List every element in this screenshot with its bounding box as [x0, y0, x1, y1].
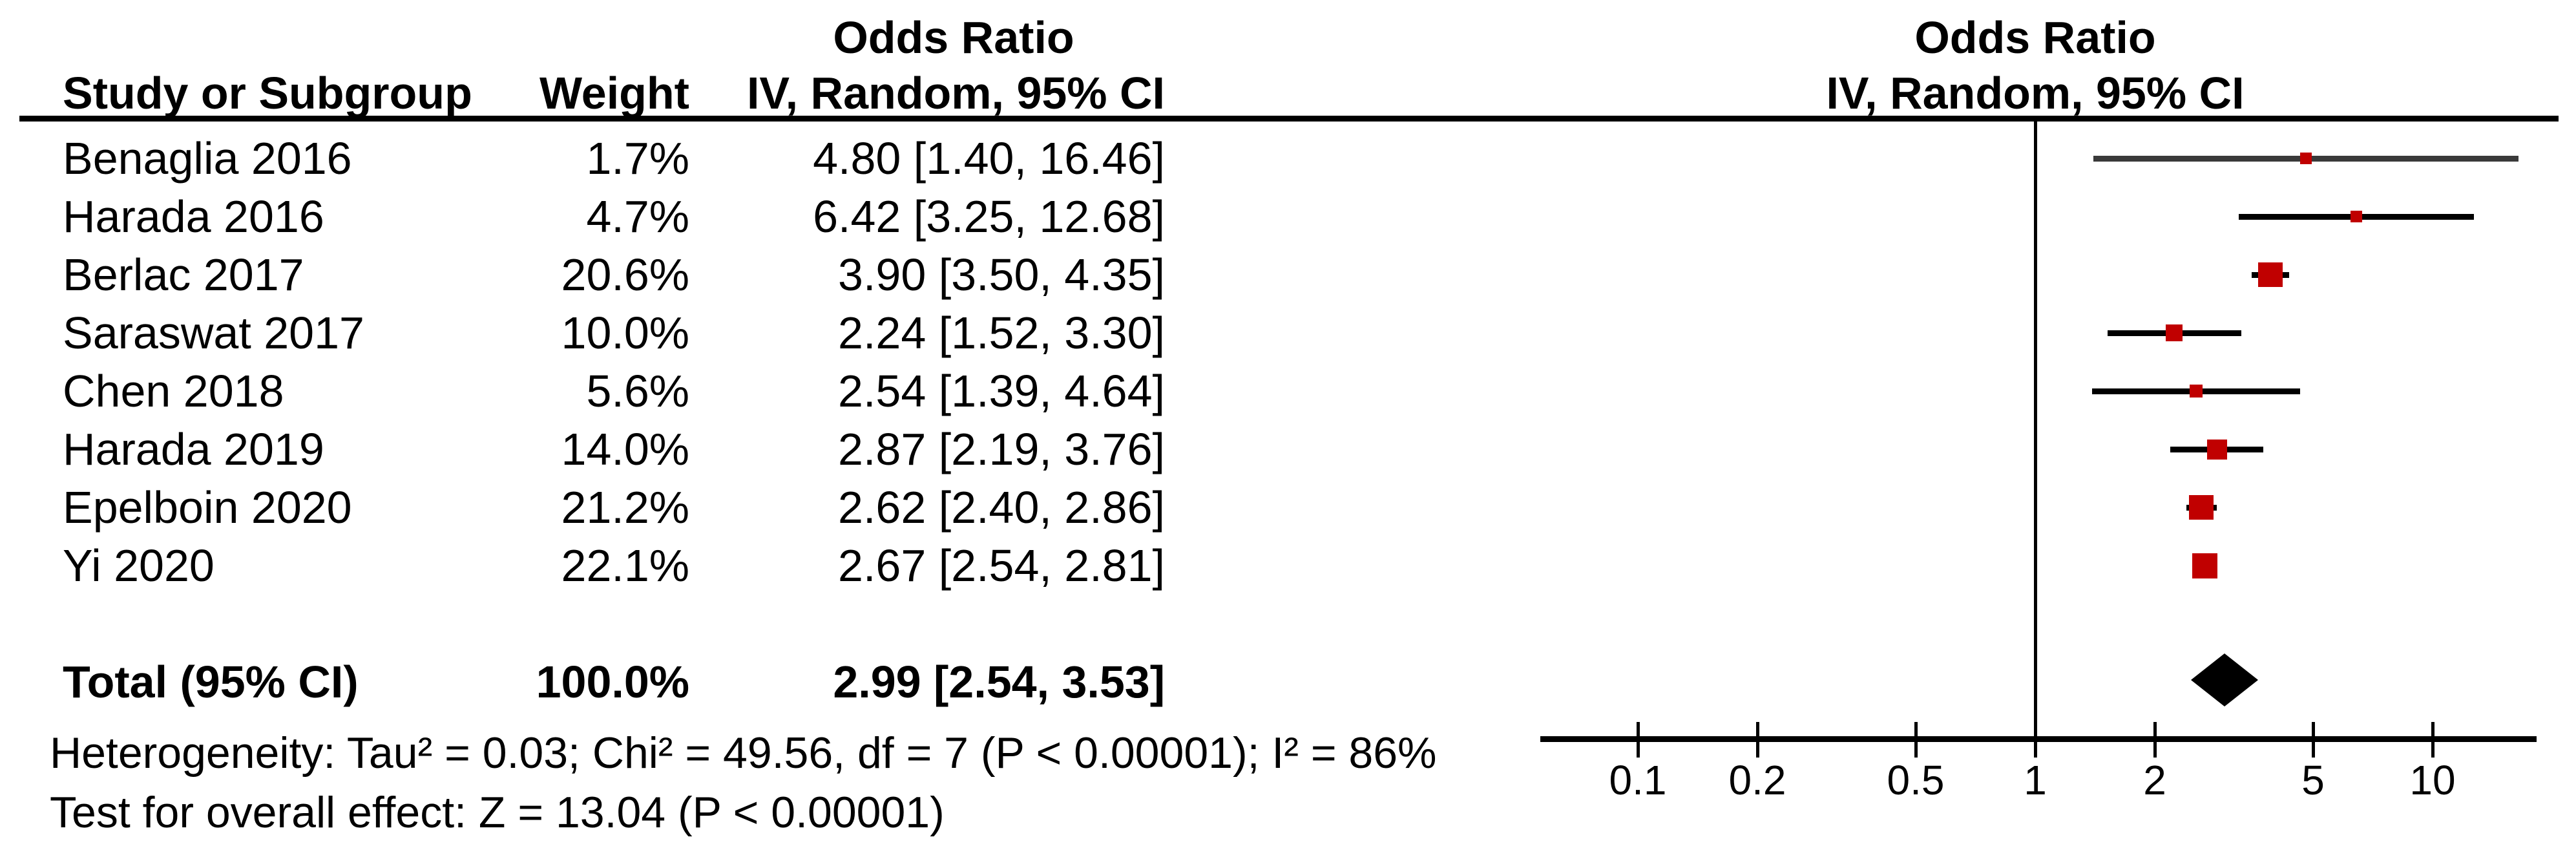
total-row-ci-label: 2.99 [2.54, 3.53] — [833, 657, 1165, 707]
axis-tick-label: 1 — [2024, 757, 2047, 803]
study-name: Benaglia 2016 — [63, 133, 352, 184]
study-name: Harada 2016 — [63, 191, 324, 242]
axis-tick — [2312, 722, 2315, 758]
effect-square — [2166, 324, 2183, 341]
stat-col-header-line1: Odds Ratio — [833, 12, 1074, 63]
no-effect-line — [2034, 122, 2037, 758]
study-weight: 14.0% — [561, 424, 689, 474]
total-row-label: Total (95% CI) — [63, 657, 359, 707]
axis-tick-label: 2 — [2143, 757, 2166, 803]
total-row-weight: 100.0% — [536, 657, 689, 707]
study-name: Epelboin 2020 — [63, 482, 352, 533]
study-ci-label: 2.24 [1.52, 3.30] — [838, 308, 1165, 358]
effect-square — [2258, 262, 2283, 287]
study-ci-label: 2.67 [2.54, 2.81] — [838, 540, 1165, 591]
summary-diamond — [2191, 653, 2258, 706]
study-weight: 20.6% — [561, 249, 689, 300]
study-weight: 5.6% — [586, 366, 689, 416]
study-name: Berlac 2017 — [63, 249, 304, 300]
study-ci-label: 4.80 [1.40, 16.46] — [813, 133, 1165, 184]
study-col-header: Study or Subgroup — [63, 68, 472, 118]
study-name: Yi 2020 — [63, 540, 215, 591]
study-weight: 22.1% — [561, 540, 689, 591]
axis-tick-label: 10 — [2409, 757, 2456, 803]
study-weight: 21.2% — [561, 482, 689, 533]
study-name: Harada 2019 — [63, 424, 324, 474]
axis-tick — [2153, 722, 2157, 758]
axis-tick-label: 0.1 — [1609, 757, 1667, 803]
study-ci-label: 2.54 [1.39, 4.64] — [838, 366, 1165, 416]
effect-square — [2189, 495, 2214, 520]
axis-tick-label: 5 — [2301, 757, 2325, 803]
axis-tick — [1756, 722, 1759, 758]
study-name: Chen 2018 — [63, 366, 284, 416]
stat-col-header-line2: IV, Random, 95% CI — [746, 68, 1165, 118]
overall-effect-text: Test for overall effect: Z = 13.04 (P < … — [50, 788, 945, 837]
heterogeneity-text: Heterogeneity: Tau² = 0.03; Chi² = 49.56… — [50, 728, 1437, 778]
study-weight: 4.7% — [586, 191, 689, 242]
weight-col-header: Weight — [539, 68, 689, 118]
x-axis-line — [1540, 736, 2537, 742]
study-ci-label: 2.62 [2.40, 2.86] — [838, 482, 1165, 533]
axis-tick — [2431, 722, 2435, 758]
study-ci-label: 6.42 [3.25, 12.68] — [813, 191, 1165, 242]
study-name: Saraswat 2017 — [63, 308, 364, 358]
header-rule — [19, 116, 2559, 122]
axis-tick-label: 0.5 — [1887, 757, 1945, 803]
study-weight: 1.7% — [586, 133, 689, 184]
study-ci-label: 3.90 [3.50, 4.35] — [838, 249, 1165, 300]
effect-square — [2351, 211, 2362, 222]
study-weight: 10.0% — [561, 308, 689, 358]
plot-header-line1: Odds Ratio — [1914, 12, 2156, 63]
axis-tick — [1914, 722, 1918, 758]
study-ci-label: 2.87 [2.19, 3.76] — [838, 424, 1165, 474]
axis-tick-label: 0.2 — [1728, 757, 1786, 803]
effect-square — [2300, 153, 2312, 164]
axis-tick — [1637, 722, 1640, 758]
axis-tick — [2034, 722, 2037, 758]
effect-square — [2207, 439, 2227, 460]
plot-header-line2: IV, Random, 95% CI — [1826, 68, 2245, 118]
effect-square — [2192, 553, 2217, 578]
effect-square — [2190, 385, 2203, 398]
